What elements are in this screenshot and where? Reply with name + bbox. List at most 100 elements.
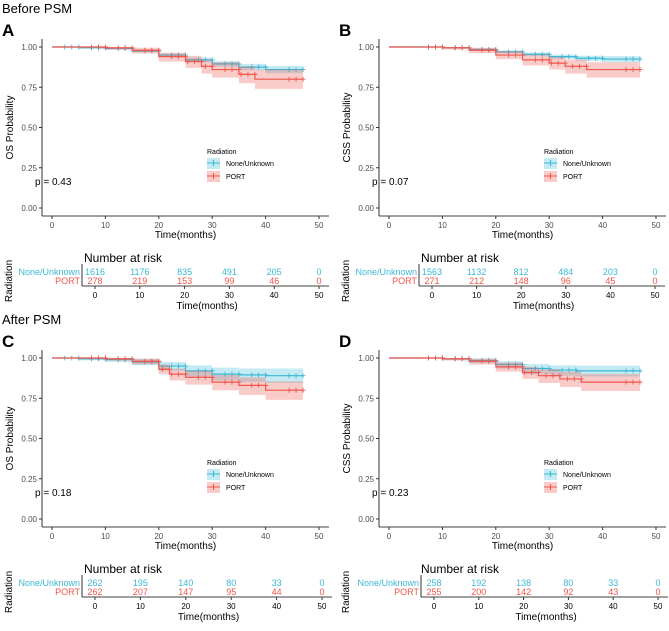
risk-x-tick-label: 30 bbox=[225, 291, 234, 300]
censor-mark bbox=[532, 365, 538, 371]
legend-key-line bbox=[544, 160, 557, 166]
risk-count: 205 bbox=[267, 267, 282, 277]
risk-count: 43 bbox=[608, 587, 618, 597]
confidence-band bbox=[389, 47, 640, 79]
censor-mark bbox=[479, 47, 485, 53]
censor-mark bbox=[185, 58, 191, 64]
x-tick-label: 0 bbox=[387, 221, 392, 230]
risk-table-title: Number at risk bbox=[421, 562, 500, 576]
censor-mark bbox=[550, 373, 556, 379]
censor-mark bbox=[559, 367, 565, 373]
censor-mark bbox=[623, 67, 629, 73]
censor-mark bbox=[439, 44, 445, 50]
confidence-band bbox=[52, 358, 303, 404]
censor-mark bbox=[238, 71, 244, 77]
legend-label: PORT bbox=[226, 174, 246, 181]
y-tick-label: 1.00 bbox=[358, 43, 374, 52]
censor-mark bbox=[555, 60, 561, 66]
y-axis-title: CSS Probability bbox=[342, 403, 353, 473]
risk-table-ylabel: Radiation bbox=[4, 260, 15, 302]
y-tick-label: 0.75 bbox=[21, 394, 37, 403]
confidence-band bbox=[389, 47, 640, 64]
panel-b: B0.000.250.500.751.000 10 20 30 40 50Time(mon… bbox=[339, 21, 666, 312]
x-tick-label: 10 bbox=[438, 532, 447, 541]
series-port bbox=[389, 44, 643, 79]
risk-x-tick-label: 50 bbox=[315, 291, 324, 300]
censor-mark bbox=[236, 371, 242, 377]
x-axis-title: Time(months) bbox=[492, 230, 553, 241]
censor-mark bbox=[286, 387, 292, 393]
censor-mark bbox=[149, 358, 155, 364]
p-value: p = 0.07 bbox=[372, 177, 409, 188]
censor-mark bbox=[222, 371, 228, 377]
censor-mark bbox=[192, 58, 198, 64]
y-tick-label: 0.00 bbox=[21, 204, 37, 213]
risk-count: 153 bbox=[177, 276, 192, 286]
panel-letter: C bbox=[2, 332, 14, 351]
legend-key-line bbox=[544, 471, 557, 477]
y-tick-label: 0.25 bbox=[358, 475, 374, 484]
censor-mark bbox=[229, 61, 235, 67]
x-tick-label: 50 bbox=[652, 532, 661, 541]
risk-count: 0 bbox=[655, 587, 660, 597]
censor-mark bbox=[566, 367, 572, 373]
censor-mark bbox=[252, 71, 258, 77]
risk-count: 33 bbox=[272, 578, 282, 588]
x-tick-label: 40 bbox=[261, 532, 270, 541]
risk-row-label: PORT bbox=[55, 276, 80, 286]
risk-count: 278 bbox=[87, 276, 102, 286]
censor-mark bbox=[176, 54, 182, 60]
legend-label: PORT bbox=[226, 485, 246, 492]
risk-x-tick-label: 20 bbox=[519, 602, 528, 611]
censor-mark bbox=[102, 44, 108, 50]
censor-mark bbox=[263, 64, 269, 70]
censor-mark bbox=[256, 372, 262, 378]
legend-label: PORT bbox=[563, 485, 583, 492]
censor-mark bbox=[129, 356, 135, 362]
censor-mark bbox=[293, 373, 299, 379]
censor-mark bbox=[229, 67, 235, 73]
censor-mark bbox=[202, 63, 208, 69]
x-tick-label: 40 bbox=[598, 221, 607, 230]
censor-mark bbox=[466, 356, 472, 362]
censor-mark bbox=[209, 368, 215, 374]
censor-mark bbox=[532, 57, 538, 63]
x-tick-label: 40 bbox=[598, 532, 607, 541]
legend-title: Radiation bbox=[544, 460, 574, 467]
censor-mark bbox=[249, 64, 255, 70]
x-axis-title: Time(months) bbox=[155, 541, 216, 552]
censor-mark bbox=[176, 371, 182, 377]
legend-label: None/Unknown bbox=[563, 472, 611, 479]
y-tick-label: 0.50 bbox=[21, 124, 37, 133]
confidence-band bbox=[52, 358, 303, 383]
censor-mark bbox=[183, 371, 188, 377]
x-tick-label: 50 bbox=[652, 221, 661, 230]
risk-count: 95 bbox=[226, 587, 236, 597]
risk-count: 1176 bbox=[130, 267, 149, 277]
risk-count: 219 bbox=[132, 276, 147, 286]
censor-mark bbox=[156, 47, 162, 53]
censor-mark bbox=[630, 67, 636, 73]
legend-key-line bbox=[207, 160, 220, 166]
censor-mark bbox=[493, 47, 499, 53]
risk-count: 812 bbox=[514, 267, 529, 277]
risk-row-label: None/Unknown bbox=[355, 267, 417, 277]
risk-x-axis-title: Time(months) bbox=[176, 301, 237, 312]
p-value: p = 0.43 bbox=[35, 177, 72, 188]
risk-count: 99 bbox=[224, 276, 234, 286]
risk-row-label: PORT bbox=[55, 587, 80, 597]
legend-key-line bbox=[207, 471, 220, 477]
risk-count: 44 bbox=[272, 587, 282, 597]
censor-mark bbox=[149, 47, 155, 53]
panel-letter: D bbox=[339, 332, 351, 351]
risk-count: 491 bbox=[222, 267, 237, 277]
censor-mark bbox=[300, 387, 306, 393]
censor-mark bbox=[202, 374, 208, 380]
risk-count: 484 bbox=[558, 267, 573, 277]
risk-count: 195 bbox=[133, 578, 148, 588]
series-port bbox=[389, 355, 643, 392]
y-tick-label: 0.50 bbox=[21, 435, 37, 444]
censor-mark bbox=[577, 63, 583, 69]
x-tick-label: 10 bbox=[438, 221, 447, 230]
risk-count: 147 bbox=[178, 587, 193, 597]
